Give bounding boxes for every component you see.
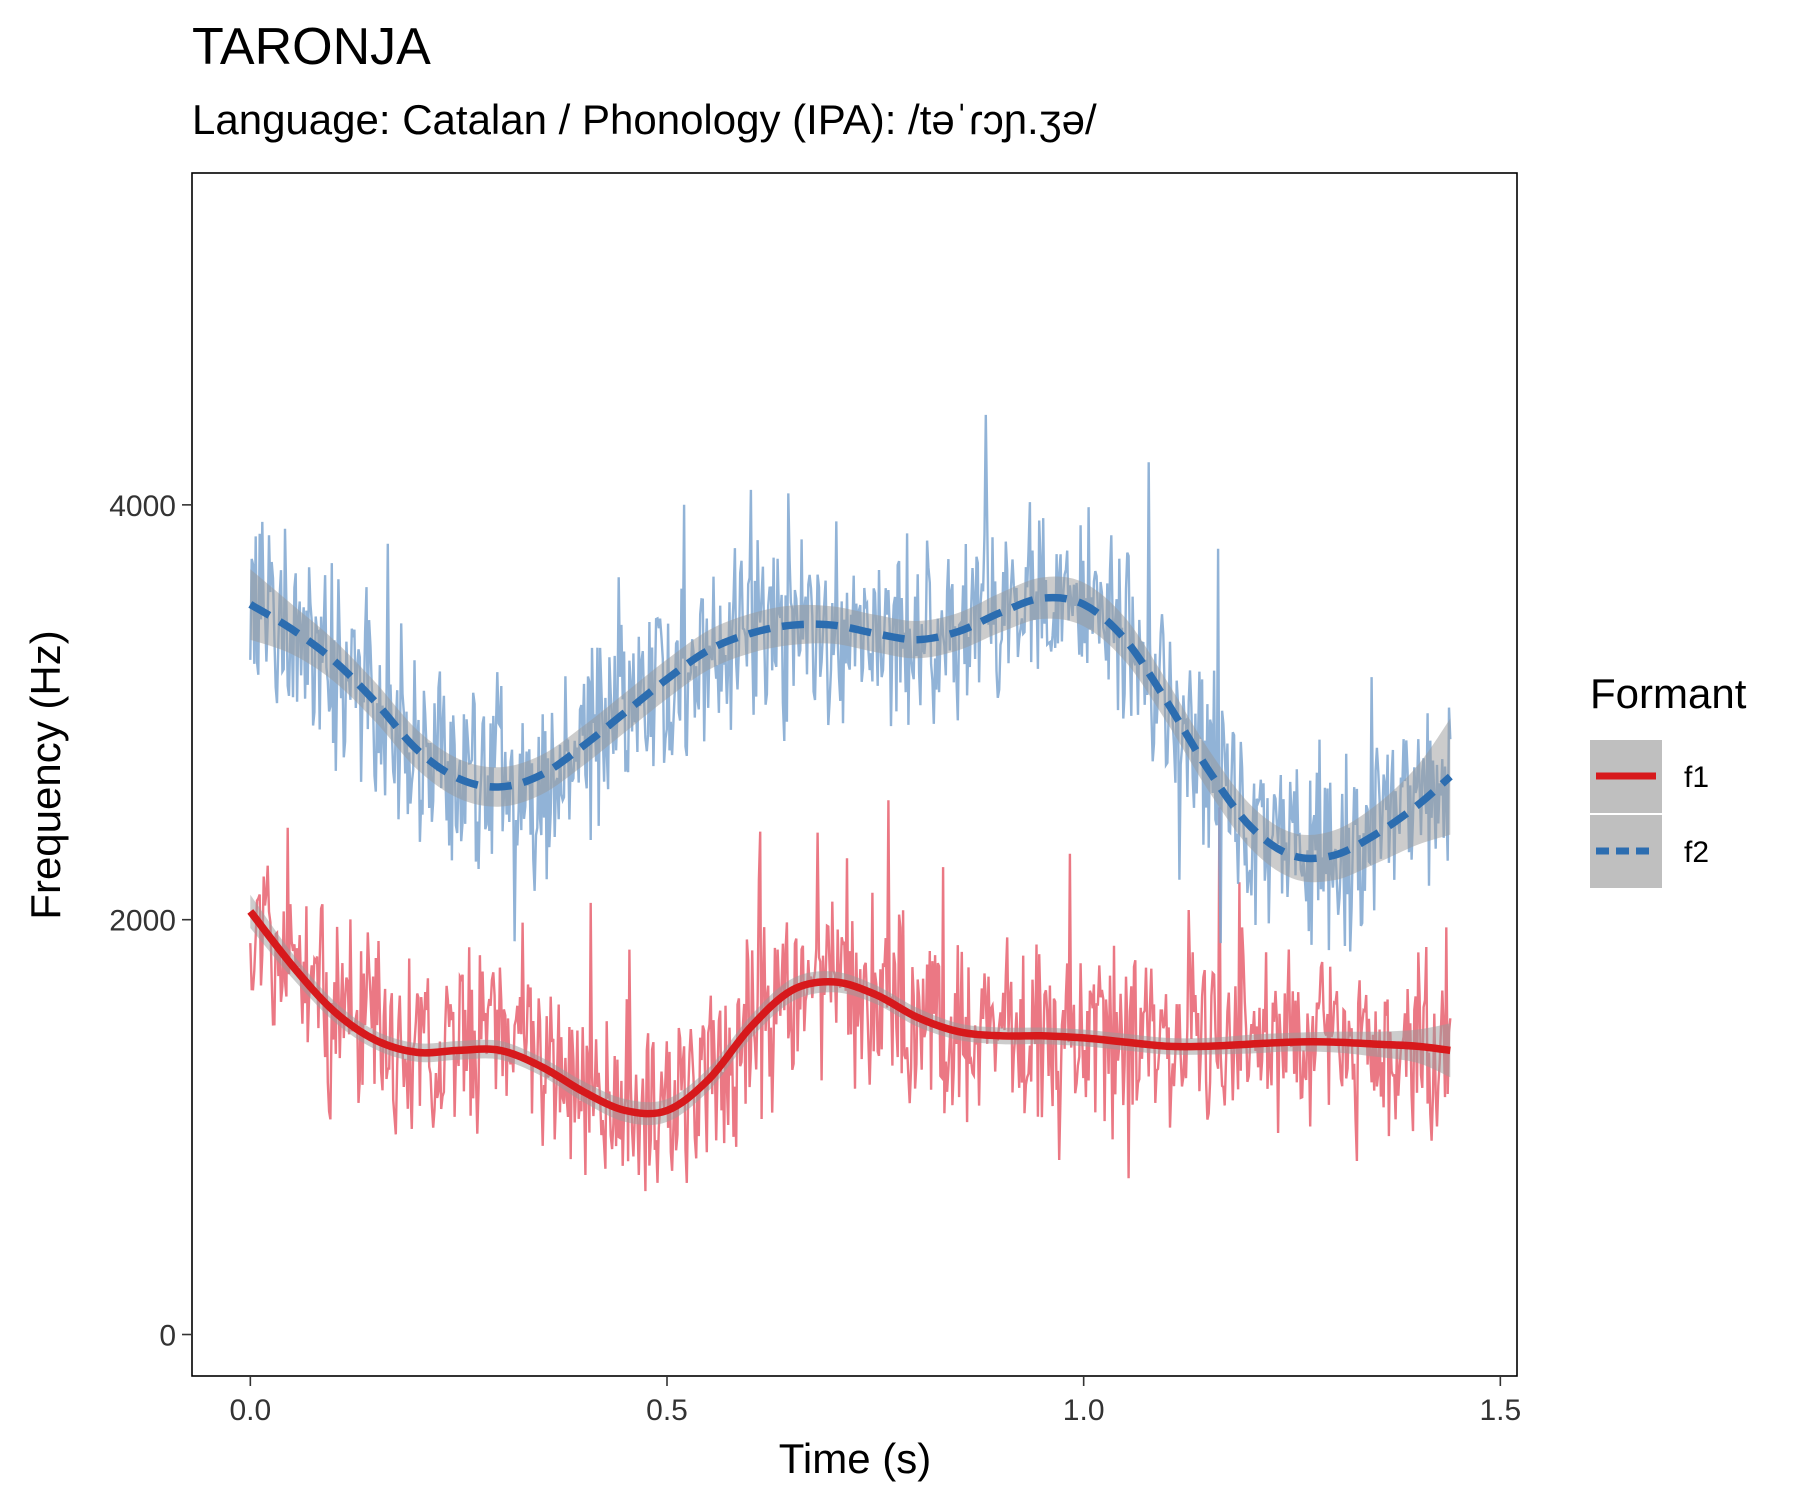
f2-raw-tracks xyxy=(249,414,1452,952)
y-axis-title: Frequency (Hz) xyxy=(22,630,69,919)
x-tick-label: 1.0 xyxy=(1063,1394,1105,1427)
y-tick-label: 4000 xyxy=(109,490,176,523)
f2-confidence-band xyxy=(250,569,1451,883)
y-tick-label: 0 xyxy=(159,1320,176,1353)
f2-raw-track xyxy=(249,414,1452,952)
f1-smooth-line xyxy=(247,909,1451,1118)
smooth-lines xyxy=(247,593,1453,1118)
x-axis-title: Time (s) xyxy=(779,1435,931,1482)
y-tick-label: 2000 xyxy=(109,905,176,938)
x-tick-label: 0.5 xyxy=(646,1394,688,1427)
plot-panel xyxy=(191,172,1518,1377)
legend-label-f2: f2 xyxy=(1684,836,1709,869)
legend-title: Formant xyxy=(1590,670,1747,717)
y-axis: 0 2000 4000 xyxy=(109,490,192,1353)
legend-label-f1: f1 xyxy=(1684,761,1709,794)
x-tick-label: 0.0 xyxy=(229,1394,271,1427)
legend: Formant f1 f2 xyxy=(1590,670,1747,888)
panel-border xyxy=(191,172,1518,1377)
chart-title: TARONJA xyxy=(192,18,431,76)
x-tick-label: 1.5 xyxy=(1479,1394,1521,1427)
f2-smooth-line xyxy=(248,593,1453,863)
chart-subtitle: Language: Catalan / Phonology (IPA): /tə… xyxy=(192,96,1097,143)
x-axis: 0.0 0.5 1.0 1.5 xyxy=(229,1376,1521,1427)
